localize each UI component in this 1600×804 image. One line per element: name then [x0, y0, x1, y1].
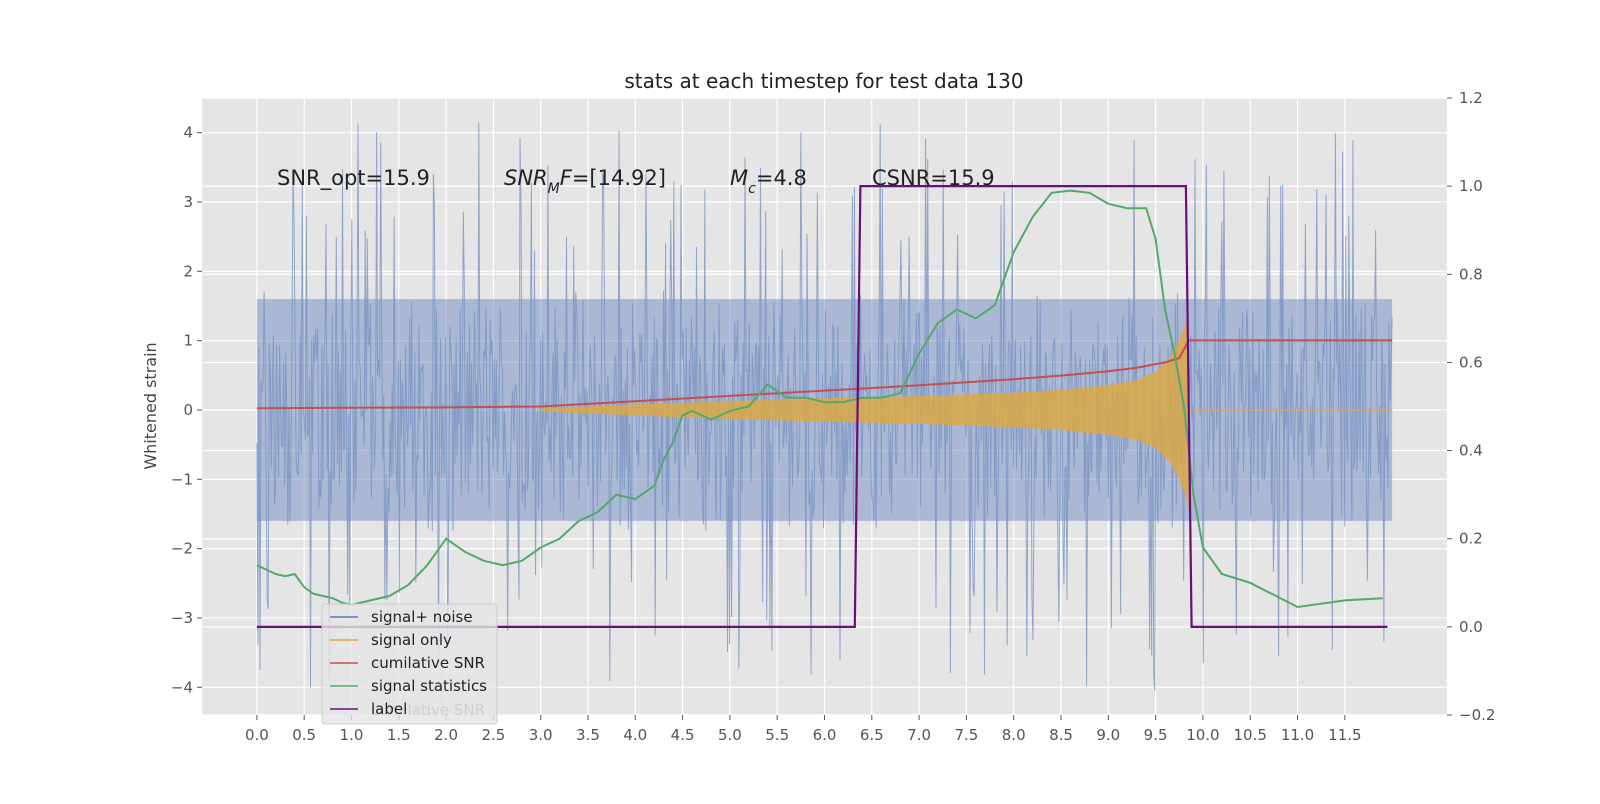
- annotation-part: M: [548, 181, 560, 197]
- x-tick-label: 1.5: [387, 726, 411, 744]
- legend-label: signal only: [371, 631, 452, 649]
- legend-label: signal+ noise: [371, 608, 473, 626]
- y-tick-label: 4: [183, 124, 193, 142]
- y-tick-label: −4: [171, 678, 193, 696]
- annotation-part: M: [730, 166, 748, 190]
- chart-title: stats at each timestep for test data 130: [624, 69, 1023, 93]
- y-tick-label: −1: [171, 470, 193, 488]
- legend-frame: [321, 603, 498, 725]
- y2-tick-label: −0.2: [1459, 706, 1495, 724]
- y-axis-label: Whitened strain: [141, 342, 160, 469]
- x-tick-label: 2.0: [434, 726, 458, 744]
- annotation-part: c: [748, 181, 756, 197]
- x-tick-label: 4.0: [623, 726, 647, 744]
- tick-layer: 0.0 0.5 1.0 1.5 2.0 2.5 3.0 3.5 4.0 4.5 5.0 5.5 6.0 6…: [171, 89, 1496, 744]
- signal-statistics-line: [256, 189, 1383, 609]
- legend-entries: signal+ noise signal only cumilative SNR si…: [330, 608, 487, 718]
- x-tick-label: 10.0: [1186, 726, 1219, 744]
- x-tick-label: 7.5: [954, 726, 978, 744]
- series-layer: [256, 122, 1393, 691]
- y2-tick-label: 0.2: [1459, 530, 1483, 548]
- x-tick-label: 3.5: [576, 726, 600, 744]
- x-tick-label: 8.5: [1049, 726, 1073, 744]
- x-tick-label: 0.0: [245, 726, 269, 744]
- legend-ghost-text: cumilative SNR: [371, 701, 485, 719]
- annotation-mc: Mc=4.8: [730, 166, 807, 197]
- y-tick-label: 3: [183, 193, 193, 211]
- annotation-part: SNR: [504, 166, 548, 190]
- annotation-layer: SNR_opt=15.9 SNRMF=[14.92] Mc=4.8 CSNR=1…: [277, 166, 995, 197]
- x-tick-label: 11.0: [1281, 726, 1314, 744]
- y-tick-label: −3: [171, 609, 193, 627]
- y-tick-label: 0: [183, 401, 193, 419]
- y-tick-label: −2: [171, 540, 193, 558]
- x-tick-label: 8.0: [1002, 726, 1026, 744]
- label-line: [256, 185, 1388, 628]
- x-tick-label: 7.0: [907, 726, 931, 744]
- x-tick-label: 6.5: [860, 726, 884, 744]
- annotation-snr-opt: SNR_opt=15.9: [277, 166, 430, 191]
- signal-only-envelope: [540, 309, 1189, 511]
- y2-tick-label: 0.6: [1459, 353, 1483, 371]
- y-tick-label: 1: [183, 332, 193, 350]
- x-tick-label: 9.0: [1096, 726, 1120, 744]
- x-tick-label: 3.0: [529, 726, 553, 744]
- x-tick-label: 5.0: [718, 726, 742, 744]
- x-tick-label: 0.5: [292, 726, 316, 744]
- legend: cumilative SNR signal+ noise signal only c…: [321, 603, 498, 725]
- annotation-part: F: [560, 166, 573, 190]
- y2-tick-label: 0.4: [1459, 442, 1483, 460]
- annotation-snr-mf: SNRMF=[14.92]: [504, 166, 666, 197]
- x-tick-label: 4.5: [671, 726, 695, 744]
- y-tick-label: 2: [183, 262, 193, 280]
- annotation-csnr: CSNR=15.9: [872, 166, 995, 190]
- x-tick-label: 9.5: [1144, 726, 1168, 744]
- legend-label: label: [371, 700, 407, 718]
- y2-tick-label: 1.0: [1459, 177, 1483, 195]
- signal-noise-line: [256, 122, 1393, 691]
- y2-tick-label: 1.2: [1459, 89, 1483, 107]
- legend-label: signal statistics: [371, 677, 487, 695]
- y2-tick-label: 0.0: [1459, 618, 1483, 636]
- x-tick-label: 5.5: [765, 726, 789, 744]
- annotation-part: =4.8: [756, 166, 807, 190]
- legend-label: cumilative SNR: [371, 654, 485, 672]
- x-tick-label: 6.0: [813, 726, 837, 744]
- y2-tick-label: 0.8: [1459, 265, 1483, 283]
- x-tick-label: 11.5: [1328, 726, 1361, 744]
- x-tick-label: 2.5: [481, 726, 505, 744]
- x-tick-label: 1.0: [340, 726, 364, 744]
- x-tick-label: 10.5: [1234, 726, 1267, 744]
- annotation-part: =[14.92]: [572, 166, 666, 190]
